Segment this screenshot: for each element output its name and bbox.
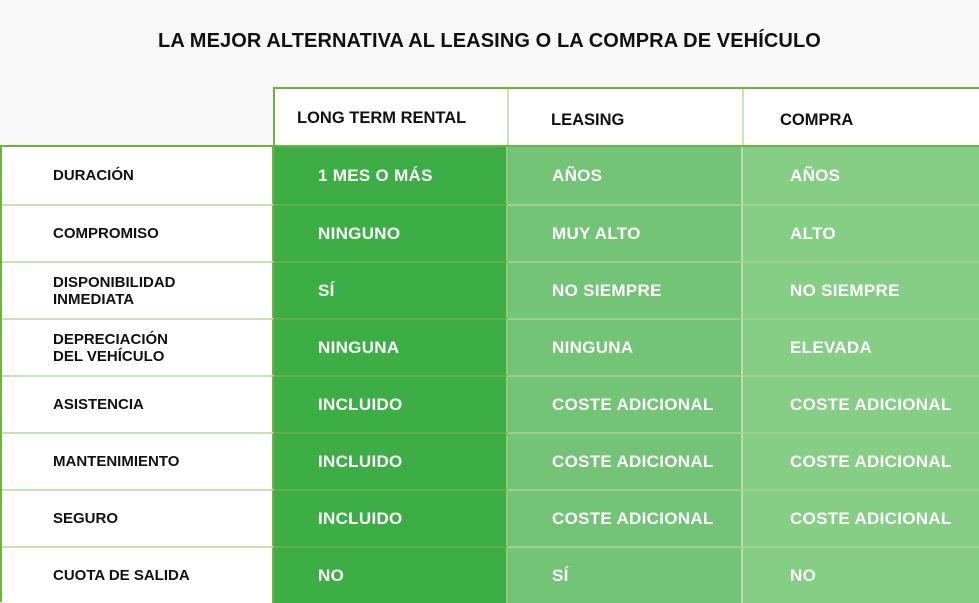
table-row: DURACIÓN 1 MES O MÁS AÑOS AÑOS: [2, 147, 979, 204]
cell-compra: ALTO: [743, 204, 979, 261]
row-label: DEPRECIACIÓN DEL VEHÍCULO: [2, 318, 274, 375]
row-label: MANTENIMIENTO: [2, 432, 274, 489]
row-label-line-2: DEL VEHÍCULO: [53, 347, 165, 365]
table-row: DEPRECIACIÓN DEL VEHÍCULO NINGUNA NINGUNA…: [2, 318, 979, 375]
row-label: DURACIÓN: [2, 147, 274, 204]
cell-long-term-rental: NO: [274, 546, 508, 603]
cell-long-term-rental: SÍ: [274, 261, 508, 318]
row-label: ASISTENCIA: [2, 375, 274, 432]
row-label: DISPONIBILIDAD INMEDIATA: [2, 261, 274, 318]
table-header: LONG TERM RENTAL LEASING COMPRA: [273, 87, 979, 147]
row-label-line: COMPROMISO: [53, 225, 159, 242]
cell-leasing: MUY ALTO: [508, 204, 743, 261]
cell-compra: COSTE ADICIONAL: [743, 375, 979, 432]
cell-compra: NO SIEMPRE: [743, 261, 979, 318]
table-row: CUOTA DE SALIDA NO SÍ NO: [2, 546, 979, 603]
table-row: DISPONIBILIDAD INMEDIATA SÍ NO SIEMPRE NO…: [2, 261, 979, 318]
cell-compra: ELEVADA: [743, 318, 979, 375]
cell-leasing: COSTE ADICIONAL: [508, 489, 743, 546]
row-label: SEGURO: [2, 489, 274, 546]
table-row: COMPROMISO NINGUNO MUY ALTO ALTO: [2, 204, 979, 261]
row-label-line: DISPONIBILIDAD: [53, 273, 176, 291]
row-label-line-2: INMEDIATA: [53, 290, 135, 308]
row-label: CUOTA DE SALIDA: [2, 546, 274, 603]
comparison-table: LONG TERM RENTAL LEASING COMPRA DURACIÓN…: [0, 87, 979, 603]
cell-compra: NO: [743, 546, 979, 603]
table-row: SEGURO INCLUIDO COSTE ADICIONAL COSTE AD…: [2, 489, 979, 546]
row-label-line: DEPRECIACIÓN: [53, 330, 169, 348]
cell-leasing: SÍ: [508, 546, 743, 603]
table-row: ASISTENCIA INCLUIDO COSTE ADICIONAL COST…: [2, 375, 979, 432]
cell-leasing: COSTE ADICIONAL: [508, 432, 743, 489]
row-label-line: CUOTA DE SALIDA: [53, 567, 190, 584]
cell-compra: AÑOS: [743, 147, 979, 204]
row-label-line: DURACIÓN: [53, 167, 134, 184]
cell-leasing: NO SIEMPRE: [508, 261, 743, 318]
page-title: LA MEJOR ALTERNATIVA AL LEASING O LA COM…: [158, 30, 821, 52]
column-header-compra: COMPRA: [780, 111, 854, 129]
row-label-line: SEGURO: [53, 510, 119, 527]
column-header-long-term-rental: LONG TERM RENTAL: [275, 89, 509, 147]
cell-long-term-rental: INCLUIDO: [274, 432, 508, 489]
cell-long-term-rental: NINGUNO: [274, 204, 508, 261]
cell-leasing: AÑOS: [508, 147, 743, 204]
cell-compra: COSTE ADICIONAL: [743, 489, 979, 546]
table-row: MANTENIMIENTO INCLUIDO COSTE ADICIONAL C…: [2, 432, 979, 489]
cell-long-term-rental: INCLUIDO: [274, 375, 508, 432]
header-spacer: [0, 87, 274, 147]
row-label-line: MANTENIMIENTO: [53, 453, 180, 470]
cell-long-term-rental: NINGUNA: [274, 318, 508, 375]
cell-compra: COSTE ADICIONAL: [743, 432, 979, 489]
column-header-leasing: LEASING: [509, 89, 744, 147]
table-body: DURACIÓN 1 MES O MÁS AÑOS AÑOS COMPROMIS…: [0, 145, 979, 603]
cell-long-term-rental: INCLUIDO: [274, 489, 508, 546]
row-label: COMPROMISO: [2, 204, 274, 261]
row-label-line: ASISTENCIA: [53, 396, 144, 413]
cell-long-term-rental: 1 MES O MÁS: [274, 147, 508, 204]
cell-leasing: COSTE ADICIONAL: [508, 375, 743, 432]
cell-leasing: NINGUNA: [508, 318, 743, 375]
